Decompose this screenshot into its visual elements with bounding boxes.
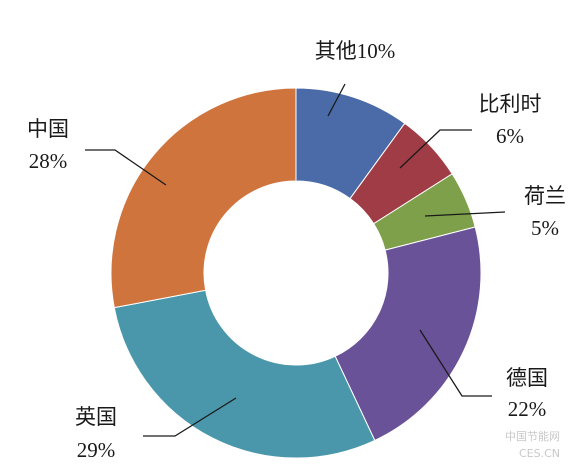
- value-label: 6%: [496, 124, 524, 148]
- value-label: 29%: [77, 438, 116, 462]
- value-label: 10%: [357, 39, 396, 63]
- leader-line: [85, 149, 167, 186]
- leader-line: [327, 83, 346, 117]
- category-label: 英国: [75, 405, 117, 429]
- leader-line: [143, 397, 237, 437]
- category-label: 荷兰: [524, 184, 566, 208]
- leader-line: [424, 211, 506, 217]
- donut-segment: [110, 87, 297, 309]
- data-label: 其他10%: [315, 39, 396, 63]
- leader-line: [399, 129, 472, 169]
- category-label: 中国: [27, 117, 69, 141]
- value-label: 22%: [508, 397, 547, 421]
- donut-segment: [113, 289, 376, 459]
- watermark: CES.CN: [519, 447, 560, 460]
- donut-segment: [334, 226, 482, 442]
- category-label: 其他: [315, 39, 357, 63]
- category-label: 德国: [506, 366, 548, 390]
- value-label: 5%: [531, 216, 559, 240]
- category-label: 比利时: [479, 92, 542, 116]
- value-label: 28%: [29, 149, 68, 173]
- watermark: 中国节能网: [505, 429, 560, 443]
- leader-line: [419, 329, 492, 397]
